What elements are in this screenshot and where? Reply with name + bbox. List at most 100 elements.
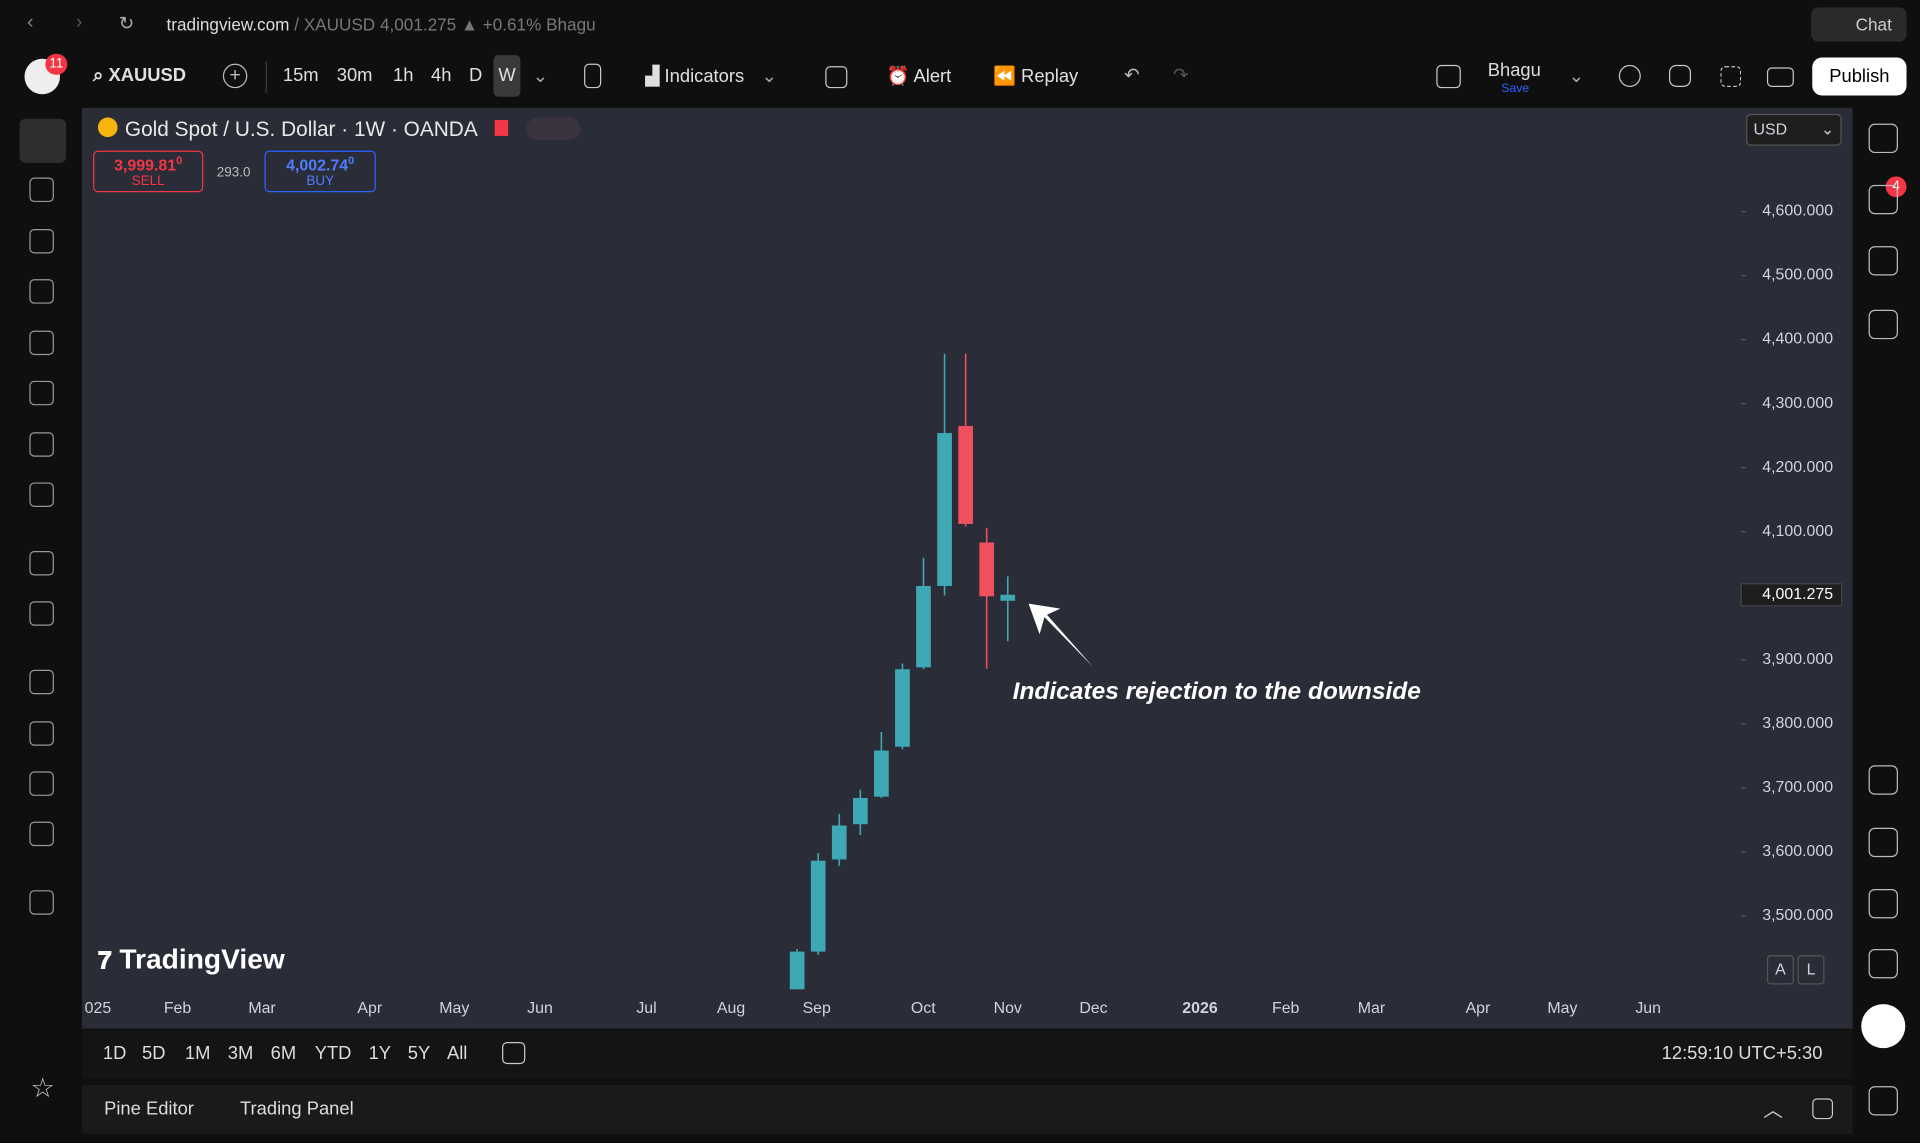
interval[interactable]: 1h (393, 64, 414, 86)
range-button[interactable]: 1D (102, 1043, 127, 1065)
collapse[interactable]: ︿ (1763, 1100, 1783, 1122)
y-tick-label: 4,200.000 (1762, 459, 1833, 476)
currency-select[interactable]: USD ⌄ (1746, 113, 1842, 146)
maximize[interactable] (1812, 1098, 1834, 1120)
last-price-label: 4,001.275 (1762, 586, 1833, 603)
buy-button[interactable]: 4,002.740 BUY (264, 150, 376, 193)
publish-button[interactable]: Publish (1812, 57, 1907, 96)
fullscreen[interactable] (1720, 66, 1742, 87)
layout-dropdown[interactable]: ⌄ (1568, 66, 1584, 87)
y-tick-label: 3,600.000 (1762, 843, 1833, 860)
currency: USD (1753, 120, 1788, 139)
spread: 293.0 (216, 165, 251, 181)
sidebar-button[interactable] (1868, 765, 1898, 795)
x-tick-label: Jun (1635, 1000, 1661, 1017)
clock[interactable]: 12:59:10 UTC+5:30 (1661, 1043, 1823, 1065)
interval[interactable]: 4h (431, 64, 452, 86)
range-button[interactable]: 1M (184, 1043, 211, 1065)
tool[interactable] (29, 669, 54, 695)
goto-date[interactable] (502, 1042, 526, 1065)
annotation-arrow (1028, 603, 1094, 668)
reload[interactable]: ↻ (118, 13, 135, 35)
interval[interactable]: 30m (336, 64, 373, 86)
symbol-logo (97, 117, 118, 138)
sidebar-button[interactable] (1868, 888, 1898, 919)
save[interactable]: Save (1501, 82, 1530, 96)
quick-search[interactable] (1618, 64, 1641, 87)
templates[interactable] (825, 66, 848, 89)
compare[interactable]: + (222, 63, 248, 89)
candle-body (937, 433, 952, 587)
y-tick-label: 3,900.000 (1762, 651, 1833, 668)
redo[interactable]: ↷ (1173, 64, 1189, 86)
favorites[interactable]: ☆ (30, 1072, 55, 1104)
x-tick-label: 2026 (1182, 1000, 1218, 1017)
sidebar-button[interactable] (1868, 827, 1898, 858)
range-button[interactable]: 5D (142, 1043, 166, 1065)
buy-label: BUY (306, 174, 335, 189)
x-tick-label: Apr (1466, 1000, 1491, 1017)
tool[interactable] (29, 551, 54, 576)
sidebar-button[interactable] (1868, 184, 1898, 215)
sidebar-button[interactable] (1868, 246, 1898, 276)
back[interactable]: ‹ (26, 12, 34, 34)
tool[interactable] (29, 601, 54, 626)
range-button[interactable]: 5Y (407, 1043, 431, 1065)
interval[interactable]: D (468, 64, 483, 86)
settings[interactable] (1668, 64, 1692, 87)
auto-scale[interactable]: A (1766, 955, 1794, 985)
sell-label: SELL (131, 174, 165, 189)
x-tick-label: Jun (527, 1000, 553, 1017)
status-pill (526, 117, 581, 140)
tool[interactable] (29, 380, 54, 406)
tool[interactable] (29, 771, 54, 796)
range-button[interactable]: YTD (314, 1043, 352, 1065)
replay-button[interactable]: ⏪ Replay (993, 66, 1079, 87)
layout-icon[interactable] (1436, 64, 1461, 89)
layout-name[interactable]: Bhagu (1487, 60, 1541, 81)
apps-button[interactable] (1861, 1004, 1906, 1049)
indicators-button[interactable]: ▟ Indicators ⌄ (645, 66, 777, 87)
tool[interactable] (29, 482, 54, 507)
watermark: 𝟕 TradingView (97, 942, 285, 975)
interval-dropdown[interactable]: ⌄ (532, 66, 549, 87)
chat-button[interactable]: Chat (1811, 7, 1907, 42)
tool[interactable] (29, 890, 54, 915)
range-button[interactable]: 3M (227, 1043, 254, 1065)
tool[interactable] (29, 228, 54, 254)
tool[interactable] (29, 821, 54, 847)
interval[interactable]: 15m (282, 64, 319, 86)
range-button[interactable]: All (446, 1043, 468, 1065)
alert-button[interactable]: ⏰ Alert (886, 66, 952, 87)
tool[interactable] (29, 721, 54, 746)
sell-button[interactable]: 3,999.810 SELL (93, 150, 204, 193)
tool[interactable] (29, 177, 54, 203)
sidebar-button[interactable] (1868, 309, 1898, 340)
separator (265, 61, 267, 94)
market-flag (494, 120, 509, 136)
tool[interactable] (29, 330, 54, 356)
y-tick-label: 3,500.000 (1762, 907, 1833, 924)
tool[interactable] (29, 279, 54, 304)
y-tick-label: 3,800.000 (1762, 715, 1833, 732)
pine-editor-tab[interactable]: Pine Editor (104, 1098, 194, 1120)
trading-panel-tab[interactable]: Trading Panel (240, 1098, 354, 1120)
log-scale[interactable]: L (1797, 955, 1825, 985)
tool-cursor[interactable] (19, 118, 67, 163)
candle-body (874, 750, 889, 797)
forward[interactable]: › (75, 12, 83, 34)
interval[interactable]: W (498, 64, 516, 86)
range-button[interactable]: 1Y (368, 1043, 392, 1065)
sell-sup: 0 (176, 154, 183, 167)
snapshot[interactable] (1766, 67, 1794, 87)
x-tick-label: 025 (85, 1000, 112, 1017)
sidebar-button[interactable] (1868, 123, 1898, 154)
symbol-search[interactable]: ⌕ XAUUSD (93, 64, 187, 86)
chart-type[interactable] (584, 63, 602, 89)
tool[interactable] (29, 432, 54, 457)
undo[interactable]: ↶ (1124, 64, 1140, 86)
sidebar-button[interactable] (1868, 948, 1898, 979)
url[interactable]: tradingview.com / XAUUSD 4,001.275 ▲ +0.… (167, 15, 596, 35)
sidebar-button[interactable] (1868, 1086, 1898, 1116)
range-button[interactable]: 6M (270, 1043, 297, 1065)
